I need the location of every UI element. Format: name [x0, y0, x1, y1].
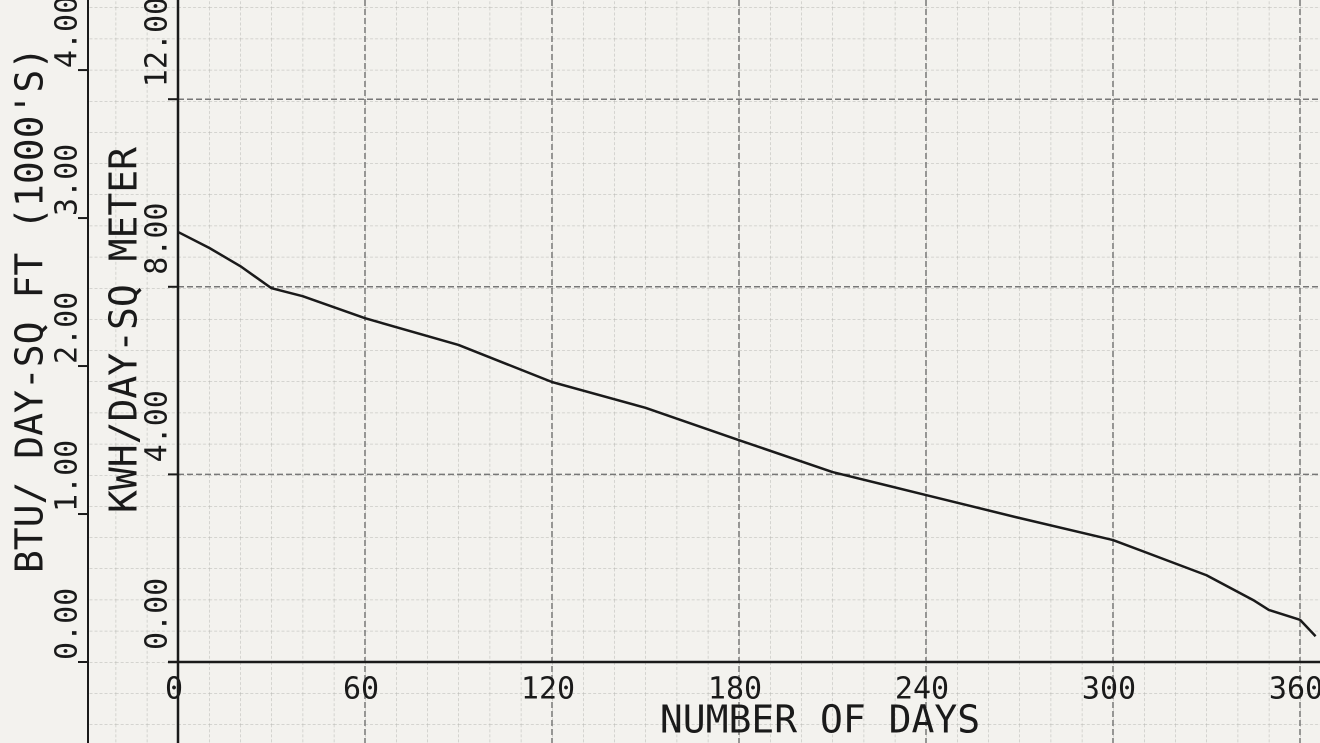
plot-layer: 0 60 120 180 240 300 360 0.00 4.00 8.00 12.00 0.00 1…: [50, 0, 1320, 743]
y2-tick-label: 0.00: [50, 588, 85, 660]
y-tick-label: 8.00: [140, 203, 175, 275]
x-axis-title: NUMBER OF DAYS: [660, 698, 980, 742]
y-tick-label: 4.00: [140, 390, 175, 462]
y2-tick-label: 1.00: [50, 440, 85, 512]
y-axis-title: KWH/DAY-SQ METER: [102, 147, 146, 513]
minor-grid: [88, 0, 1320, 743]
x-tick-label: 360: [1269, 672, 1320, 707]
x-tick-label: 0: [165, 672, 183, 707]
x-tick-label: 120: [521, 672, 575, 707]
data-line: [177, 230, 1317, 638]
y-tick-label: 0.00: [140, 578, 175, 650]
x-tick-label: 240: [895, 672, 949, 707]
y2-tick-label: 3.00: [50, 144, 85, 216]
x-tick-label: 60: [343, 672, 379, 707]
y-tick-label: 12.00: [140, 0, 175, 87]
y2-axis-title: BTU/ DAY-SQ FT (1000'S): [8, 47, 52, 573]
x-tick-label: 300: [1082, 672, 1136, 707]
y2-tick-label: 4.00: [50, 0, 85, 68]
y2-tick-label: 2.00: [50, 292, 85, 364]
x-tick-label: 180: [708, 672, 762, 707]
